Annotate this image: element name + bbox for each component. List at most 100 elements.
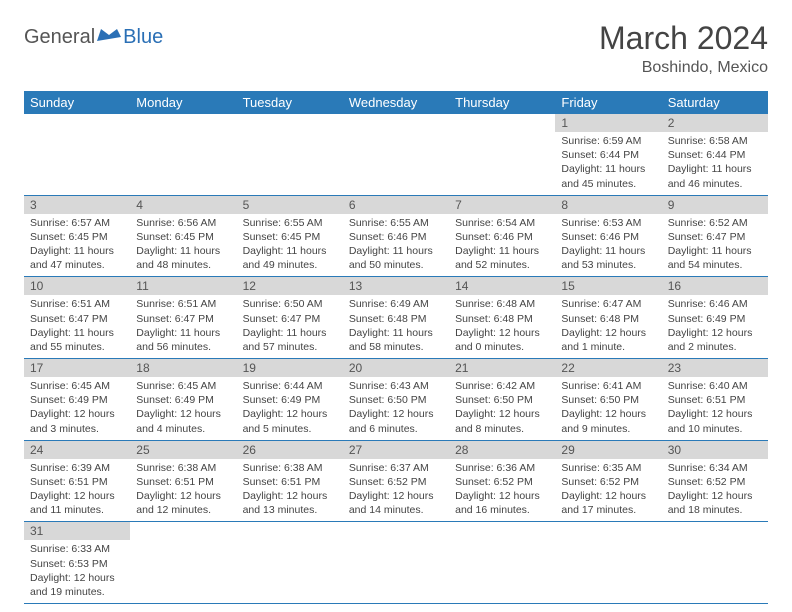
daylight-text: and 18 minutes. (668, 503, 762, 517)
daylight-text: and 45 minutes. (561, 177, 655, 191)
sunrise-text: Sunrise: 6:48 AM (455, 297, 549, 311)
daylight-text: Daylight: 12 hours (455, 407, 549, 421)
daylight-text: and 12 minutes. (136, 503, 230, 517)
daylight-text: and 6 minutes. (349, 422, 443, 436)
sunrise-text: Sunrise: 6:55 AM (349, 216, 443, 230)
day-content: Sunrise: 6:39 AMSunset: 6:51 PMDaylight:… (24, 459, 130, 522)
day-content: Sunrise: 6:46 AMSunset: 6:49 PMDaylight:… (662, 295, 768, 358)
sunset-text: Sunset: 6:44 PM (668, 148, 762, 162)
sunset-text: Sunset: 6:50 PM (349, 393, 443, 407)
day-number: 15 (555, 277, 661, 295)
day-content: Sunrise: 6:34 AMSunset: 6:52 PMDaylight:… (662, 459, 768, 522)
daylight-text: Daylight: 11 hours (30, 244, 124, 258)
day-header: Friday (555, 91, 661, 114)
calendar-cell (237, 522, 343, 604)
daylight-text: Daylight: 11 hours (668, 244, 762, 258)
logo: General Blue (24, 20, 163, 49)
sunset-text: Sunset: 6:49 PM (668, 312, 762, 326)
calendar-cell: 30Sunrise: 6:34 AMSunset: 6:52 PMDayligh… (662, 440, 768, 522)
calendar-cell: 12Sunrise: 6:50 AMSunset: 6:47 PMDayligh… (237, 277, 343, 359)
day-content: Sunrise: 6:47 AMSunset: 6:48 PMDaylight:… (555, 295, 661, 358)
calendar-cell: 23Sunrise: 6:40 AMSunset: 6:51 PMDayligh… (662, 359, 768, 441)
calendar-row: 24Sunrise: 6:39 AMSunset: 6:51 PMDayligh… (24, 440, 768, 522)
sunrise-text: Sunrise: 6:56 AM (136, 216, 230, 230)
sunset-text: Sunset: 6:50 PM (455, 393, 549, 407)
sunset-text: Sunset: 6:51 PM (30, 475, 124, 489)
sunrise-text: Sunrise: 6:53 AM (561, 216, 655, 230)
daylight-text: Daylight: 11 hours (349, 244, 443, 258)
calendar-row: 17Sunrise: 6:45 AMSunset: 6:49 PMDayligh… (24, 359, 768, 441)
sunset-text: Sunset: 6:49 PM (243, 393, 337, 407)
daylight-text: and 46 minutes. (668, 177, 762, 191)
sunrise-text: Sunrise: 6:34 AM (668, 461, 762, 475)
sunset-text: Sunset: 6:46 PM (561, 230, 655, 244)
daylight-text: Daylight: 12 hours (30, 407, 124, 421)
day-content: Sunrise: 6:48 AMSunset: 6:48 PMDaylight:… (449, 295, 555, 358)
day-content: Sunrise: 6:42 AMSunset: 6:50 PMDaylight:… (449, 377, 555, 440)
sunrise-text: Sunrise: 6:44 AM (243, 379, 337, 393)
location-label: Boshindo, Mexico (599, 59, 768, 77)
daylight-text: Daylight: 12 hours (243, 407, 337, 421)
day-content: Sunrise: 6:35 AMSunset: 6:52 PMDaylight:… (555, 459, 661, 522)
daylight-text: and 50 minutes. (349, 258, 443, 272)
sunrise-text: Sunrise: 6:45 AM (30, 379, 124, 393)
calendar-cell (24, 114, 130, 195)
sunset-text: Sunset: 6:45 PM (30, 230, 124, 244)
sunrise-text: Sunrise: 6:45 AM (136, 379, 230, 393)
sunset-text: Sunset: 6:47 PM (136, 312, 230, 326)
calendar-cell: 19 Sunrise: 6:44 AMSunset: 6:49 PMDayligh… (237, 359, 343, 441)
day-header: Sunday (24, 91, 130, 114)
daylight-text: and 17 minutes. (561, 503, 655, 517)
daylight-text: and 19 minutes. (30, 585, 124, 599)
day-content: Sunrise: 6:58 AMSunset: 6:44 PMDaylight:… (662, 132, 768, 195)
calendar-cell: 5Sunrise: 6:55 AMSunset: 6:45 PMDaylight… (237, 195, 343, 277)
calendar-cell: 18Sunrise: 6:45 AMSunset: 6:49 PMDayligh… (130, 359, 236, 441)
sunset-text: Sunset: 6:47 PM (243, 312, 337, 326)
logo-text-blue: Blue (123, 26, 163, 49)
day-number: 19 (237, 359, 343, 377)
sunrise-text: Sunrise: 6:51 AM (30, 297, 124, 311)
day-content: Sunrise: 6:53 AMSunset: 6:46 PMDaylight:… (555, 214, 661, 277)
calendar-cell: 3Sunrise: 6:57 AMSunset: 6:45 PMDaylight… (24, 195, 130, 277)
sunrise-text: Sunrise: 6:42 AM (455, 379, 549, 393)
day-number: 4 (130, 196, 236, 214)
day-content: Sunrise: 6:41 AMSunset: 6:50 PMDaylight:… (555, 377, 661, 440)
calendar-cell: 13Sunrise: 6:49 AMSunset: 6:48 PMDayligh… (343, 277, 449, 359)
day-header-row: Sunday Monday Tuesday Wednesday Thursday… (24, 91, 768, 114)
day-content: Sunrise: 6:43 AMSunset: 6:50 PMDaylight:… (343, 377, 449, 440)
daylight-text: and 1 minute. (561, 340, 655, 354)
sunset-text: Sunset: 6:52 PM (668, 475, 762, 489)
sunrise-text: Sunrise: 6:59 AM (561, 134, 655, 148)
sunset-text: Sunset: 6:47 PM (30, 312, 124, 326)
calendar-cell (130, 522, 236, 604)
daylight-text: and 55 minutes. (30, 340, 124, 354)
day-number: 7 (449, 196, 555, 214)
calendar-cell: 22Sunrise: 6:41 AMSunset: 6:50 PMDayligh… (555, 359, 661, 441)
calendar-row: 1Sunrise: 6:59 AMSunset: 6:44 PMDaylight… (24, 114, 768, 195)
calendar-cell: 17Sunrise: 6:45 AMSunset: 6:49 PMDayligh… (24, 359, 130, 441)
day-content: Sunrise: 6:37 AMSunset: 6:52 PMDaylight:… (343, 459, 449, 522)
day-number: 20 (343, 359, 449, 377)
calendar-row: 10Sunrise: 6:51 AMSunset: 6:47 PMDayligh… (24, 277, 768, 359)
day-content: Sunrise: 6:51 AMSunset: 6:47 PMDaylight:… (130, 295, 236, 358)
sunset-text: Sunset: 6:46 PM (349, 230, 443, 244)
day-number: 26 (237, 441, 343, 459)
daylight-text: and 8 minutes. (455, 422, 549, 436)
day-content: Sunrise: 6:33 AMSunset: 6:53 PMDaylight:… (24, 540, 130, 603)
daylight-text: and 52 minutes. (455, 258, 549, 272)
calendar-cell: 31Sunrise: 6:33 AMSunset: 6:53 PMDayligh… (24, 522, 130, 604)
daylight-text: Daylight: 11 hours (243, 244, 337, 258)
calendar-cell: 26Sunrise: 6:38 AMSunset: 6:51 PMDayligh… (237, 440, 343, 522)
daylight-text: Daylight: 11 hours (243, 326, 337, 340)
day-number: 16 (662, 277, 768, 295)
daylight-text: Daylight: 12 hours (668, 489, 762, 503)
daylight-text: Daylight: 11 hours (30, 326, 124, 340)
logo-flag-icon (97, 27, 121, 43)
title-block: March 2024 Boshindo, Mexico (599, 20, 768, 77)
daylight-text: and 48 minutes. (136, 258, 230, 272)
daylight-text: Daylight: 11 hours (349, 326, 443, 340)
daylight-text: and 3 minutes. (30, 422, 124, 436)
day-number: 13 (343, 277, 449, 295)
day-content: Sunrise: 6:51 AMSunset: 6:47 PMDaylight:… (24, 295, 130, 358)
sunrise-text: Sunrise: 6:51 AM (136, 297, 230, 311)
